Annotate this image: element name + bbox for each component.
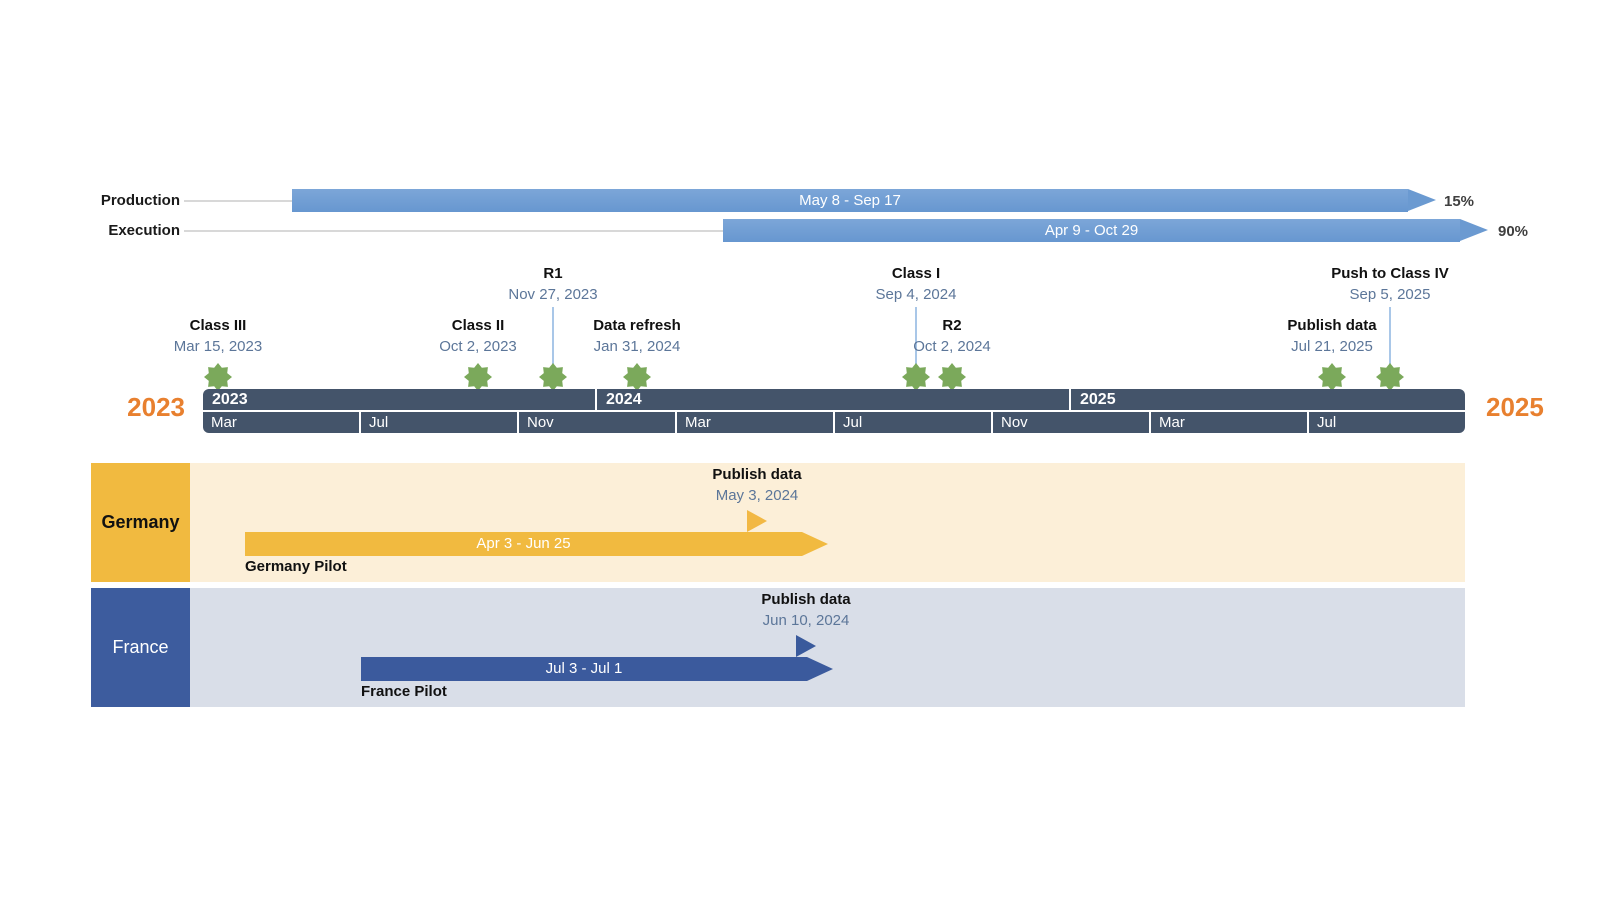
execution-row-label: Execution <box>108 222 180 239</box>
milestone-connector-line <box>552 307 554 364</box>
germany-pilot-task-name: Germany Pilot <box>245 558 347 575</box>
milestone-star-icon[interactable] <box>204 363 232 391</box>
month-tick: Mar <box>1149 412 1307 433</box>
germany-pilot-bar-arrow-icon[interactable] <box>802 532 828 556</box>
milestone-class-i-title: Class I <box>891 265 941 282</box>
milestone-publish-data-date: Jul 21, 2025 <box>1291 338 1373 355</box>
milestone-push-class-iv-date: Sep 5, 2025 <box>1349 286 1431 303</box>
milestone-star-icon[interactable] <box>1318 363 1346 391</box>
year-segment: 2025 <box>1069 389 1465 410</box>
milestone-publish-data-title: Publish data <box>1287 317 1377 334</box>
year-segment: 2024 <box>595 389 1069 410</box>
milestone-r1-date: Nov 27, 2023 <box>508 286 598 303</box>
month-tick: Jul <box>1307 412 1465 433</box>
edge-year-left: 2023 <box>127 392 185 422</box>
france-pilot-bar-arrow-icon[interactable] <box>807 657 833 681</box>
month-tick: Mar <box>203 412 359 433</box>
milestone-data-refresh-title: Data refresh <box>593 317 681 334</box>
milestone-r2-date: Oct 2, 2024 <box>913 338 991 355</box>
month-tick: Mar <box>675 412 833 433</box>
france-publish-data-title: Publish data <box>761 591 851 608</box>
milestone-class-ii-date: Oct 2, 2023 <box>439 338 517 355</box>
milestone-star-icon[interactable] <box>938 363 966 391</box>
production-bar[interactable]: May 8 - Sep 17 <box>292 189 1408 212</box>
month-tick: Jul <box>833 412 991 433</box>
year-segment: 2023 <box>203 389 595 410</box>
france-milestone-arrow-icon[interactable] <box>796 635 816 657</box>
germany-lane-header[interactable]: Germany <box>91 463 190 582</box>
month-row: Mar Jul Nov Mar Jul Nov Mar Jul <box>203 412 1465 433</box>
edge-year-right: 2025 <box>1486 392 1544 422</box>
production-progress: 15% <box>1444 193 1475 210</box>
milestone-data-refresh-date: Jan 31, 2024 <box>593 338 681 355</box>
execution-progress: 90% <box>1498 223 1529 240</box>
milestone-r2-title: R2 <box>942 317 962 334</box>
france-pilot-task-name: France Pilot <box>361 683 447 700</box>
year-row: 2023 2024 2025 <box>203 389 1465 410</box>
milestone-star-icon[interactable] <box>1376 363 1404 391</box>
milestone-class-iii-title: Class III <box>189 317 247 334</box>
milestone-connector-line <box>1389 307 1391 364</box>
germany-milestone-arrow-icon[interactable] <box>747 510 767 532</box>
month-tick: Nov <box>991 412 1149 433</box>
milestone-class-iii-date: Mar 15, 2023 <box>173 338 263 355</box>
milestone-push-class-iv-title: Push to Class IV <box>1331 265 1449 282</box>
milestone-star-icon[interactable] <box>902 363 930 391</box>
milestone-class-ii-title: Class II <box>451 317 505 334</box>
production-row-label: Production <box>100 192 180 209</box>
milestone-star-icon[interactable] <box>623 363 651 391</box>
milestone-r1-title: R1 <box>543 265 563 282</box>
production-leader-line <box>184 200 292 202</box>
germany-publish-data-title: Publish data <box>712 466 802 483</box>
france-pilot-bar[interactable]: Jul 3 - Jul 1 <box>361 657 807 681</box>
month-tick: Nov <box>517 412 675 433</box>
milestone-star-icon[interactable] <box>539 363 567 391</box>
france-lane-background <box>190 588 1465 707</box>
execution-bar[interactable]: Apr 9 - Oct 29 <box>723 219 1460 242</box>
time-axis-band: 2023 2024 2025 Mar Jul Nov Mar Jul Nov M… <box>203 389 1465 433</box>
germany-pilot-bar[interactable]: Apr 3 - Jun 25 <box>245 532 802 556</box>
milestone-connector-line <box>915 307 917 364</box>
milestone-class-i-date: Sep 4, 2024 <box>875 286 957 303</box>
germany-lane-background <box>190 463 1465 582</box>
france-publish-data-date: Jun 10, 2024 <box>762 612 850 629</box>
milestone-star-icon[interactable] <box>464 363 492 391</box>
france-lane-header[interactable]: France <box>91 588 190 707</box>
execution-leader-line <box>184 230 723 232</box>
execution-bar-arrow-icon[interactable] <box>1460 219 1488 241</box>
month-tick: Jul <box>359 412 517 433</box>
germany-publish-data-date: May 3, 2024 <box>715 487 799 504</box>
production-bar-arrow-icon[interactable] <box>1408 189 1436 211</box>
